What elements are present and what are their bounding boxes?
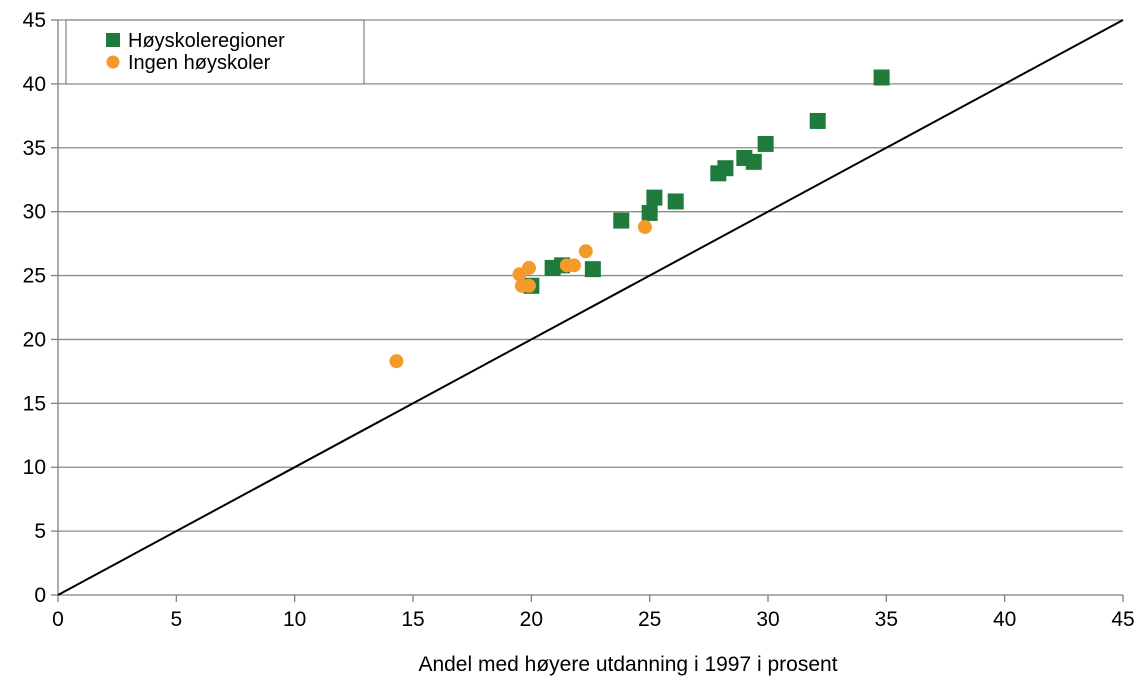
y-tick-label: 5 xyxy=(34,520,46,543)
y-tick-label: 20 xyxy=(23,328,46,351)
reference-line-group xyxy=(57,19,1124,596)
data-point-square xyxy=(757,135,774,152)
y-tick-label: 0 xyxy=(34,584,46,607)
y-tick-label: 40 xyxy=(23,73,46,96)
data-point-square xyxy=(584,261,601,278)
y-tick-label: 10 xyxy=(23,456,46,479)
y-tick-label: 15 xyxy=(23,392,46,415)
data-point-square xyxy=(641,204,658,221)
x-tick-label: 40 xyxy=(993,608,1016,631)
data-point-square xyxy=(745,153,762,170)
y-tick-label: 25 xyxy=(23,265,46,288)
x-tick-label: 10 xyxy=(283,608,306,631)
data-point-circle xyxy=(637,220,652,234)
y-tick-label: 35 xyxy=(23,137,46,160)
x-tick-label: 20 xyxy=(520,608,543,631)
data-point-square xyxy=(717,160,734,177)
legend-marker-circle xyxy=(106,55,120,69)
data-point-circle xyxy=(521,260,536,275)
data-point-circle xyxy=(566,258,581,273)
y-tick-label: 45 xyxy=(23,9,46,32)
data-point-square xyxy=(809,112,826,129)
data-point-square xyxy=(667,193,684,210)
legend-marker-square xyxy=(106,33,120,47)
x-tick-label: 0 xyxy=(52,608,64,631)
legend-label: Ingen høyskoler xyxy=(128,52,271,74)
x-tick-label: 30 xyxy=(756,608,779,631)
data-point-square xyxy=(873,69,890,86)
legend-box xyxy=(65,19,365,85)
x-tick-label: 25 xyxy=(638,608,661,631)
data-point-circle xyxy=(521,278,536,293)
x-tick-label: 35 xyxy=(875,608,898,631)
tick-labels: 0 5 10 15 20 25 30 35 40 45 0 5 10 15 20 25 30 35 40 45 xyxy=(23,9,1135,631)
axes xyxy=(51,19,1124,602)
reference-line xyxy=(57,19,1124,596)
data-point-circle xyxy=(389,354,404,369)
x-axis-title: Andel med høyere utdanning i 1997 i pros… xyxy=(418,653,837,676)
x-tick-label: 5 xyxy=(170,608,182,631)
data-point-square xyxy=(613,212,630,229)
x-tick-label: 15 xyxy=(401,608,424,631)
data-points xyxy=(389,69,890,369)
legend-label: Høyskoleregioner xyxy=(128,30,285,52)
data-point-circle xyxy=(578,244,593,259)
data-point-square xyxy=(646,189,663,206)
x-tick-label: 45 xyxy=(1111,608,1134,631)
y-tick-label: 30 xyxy=(23,201,46,224)
